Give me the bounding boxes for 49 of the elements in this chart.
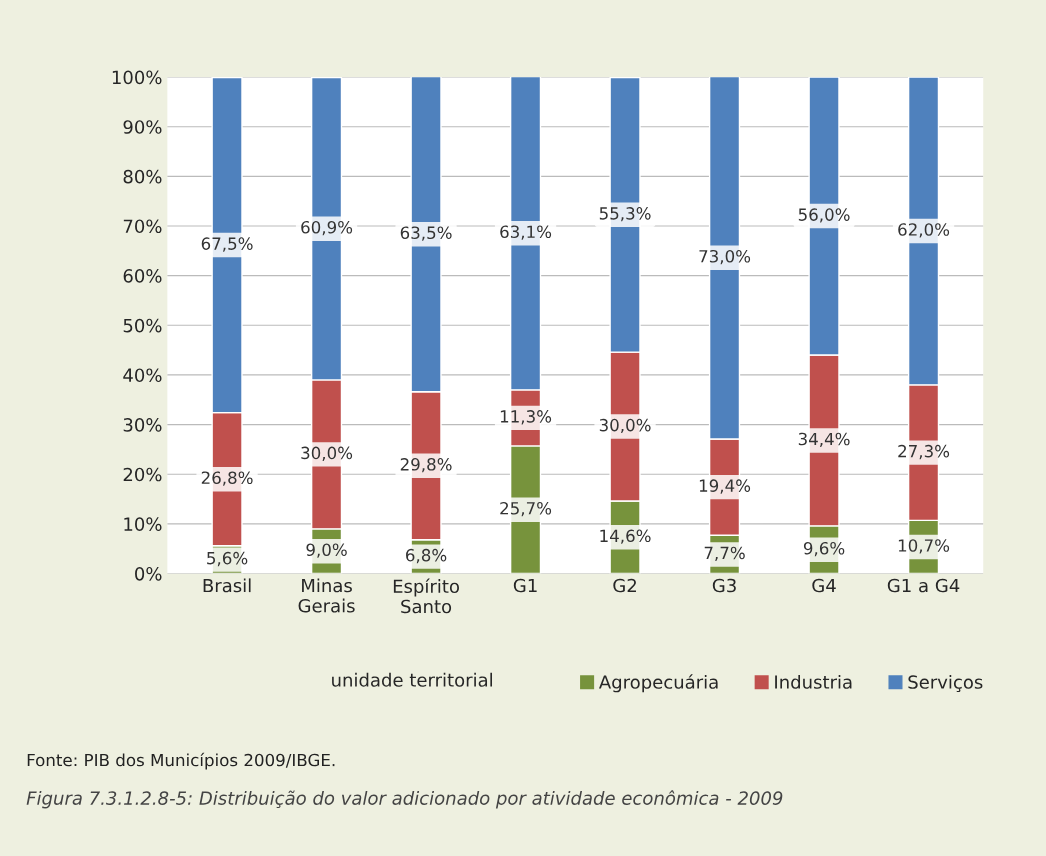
data-label: 34,4% bbox=[798, 432, 850, 447]
data-label: 9,0% bbox=[306, 543, 347, 558]
data-label: 19,4% bbox=[699, 479, 751, 494]
x-tick-label: Minas Gerais bbox=[298, 578, 355, 613]
y-tick-label: 40% bbox=[123, 368, 162, 383]
data-label: 29,8% bbox=[400, 458, 452, 473]
data-label: 30,0% bbox=[301, 446, 353, 461]
data-label: 5,6% bbox=[207, 551, 248, 567]
y-tick-label: 10% bbox=[124, 517, 162, 531]
data-label: 73,0% bbox=[699, 249, 751, 265]
data-label: 11,3% bbox=[500, 410, 552, 425]
data-label: 10,7% bbox=[898, 539, 950, 554]
legend-label: Serviços bbox=[908, 674, 983, 693]
y-tick-label: 90% bbox=[123, 120, 162, 134]
text: Figura 7.3.1.2.8-5: Distribuição do valor adicionado por atividade econômica - 2009 bbox=[26, 790, 783, 809]
y-tick-label: 80% bbox=[123, 169, 162, 184]
data-label: 25,7% bbox=[500, 501, 552, 517]
x-tick-label: G4 bbox=[812, 578, 836, 593]
data-label: 67,5% bbox=[201, 237, 253, 252]
y-tick-label: 70% bbox=[123, 219, 162, 234]
data-label: 27,3% bbox=[898, 444, 950, 460]
data-label: 63,5% bbox=[400, 226, 452, 241]
data-label: 55,3% bbox=[599, 207, 651, 222]
x-tick-label: Espírito Santo bbox=[393, 578, 459, 614]
source-note: Fonte: PIB dos Municípios 2009/IBGE. bbox=[27, 752, 335, 770]
data-label: 6,8% bbox=[406, 548, 447, 564]
y-tick-label: 60% bbox=[123, 269, 162, 283]
data-label: 9,6% bbox=[803, 541, 845, 557]
data-label: 63,1% bbox=[500, 225, 552, 240]
x-tick-label: G2 bbox=[613, 578, 636, 593]
data-label: 56,0% bbox=[798, 208, 850, 223]
data-label: 60,9% bbox=[301, 220, 353, 236]
y-tick-label: 100% bbox=[112, 70, 162, 85]
y-tick-label: 0% bbox=[135, 566, 162, 581]
y-tick-label: 30% bbox=[123, 418, 162, 432]
y-tick-label: 20% bbox=[123, 467, 162, 482]
y-tick-label: 50% bbox=[123, 318, 162, 333]
x-tick-label: G1 bbox=[513, 578, 537, 593]
x-axis-title: unidade territorial bbox=[332, 672, 492, 687]
x-tick-label: Brasil bbox=[203, 578, 251, 593]
legend-label: Agropecuária bbox=[598, 674, 718, 693]
x-tick-label: G3 bbox=[712, 578, 736, 593]
x-tick-label: G1 a G4 bbox=[887, 578, 960, 593]
data-label: 14,6% bbox=[600, 529, 651, 544]
legend-label: Industria bbox=[775, 674, 852, 689]
data-label: 30,0% bbox=[599, 418, 651, 434]
data-label: 62,0% bbox=[898, 223, 950, 238]
data-label: 26,8% bbox=[201, 471, 253, 486]
data-label: 7,7% bbox=[704, 546, 745, 561]
